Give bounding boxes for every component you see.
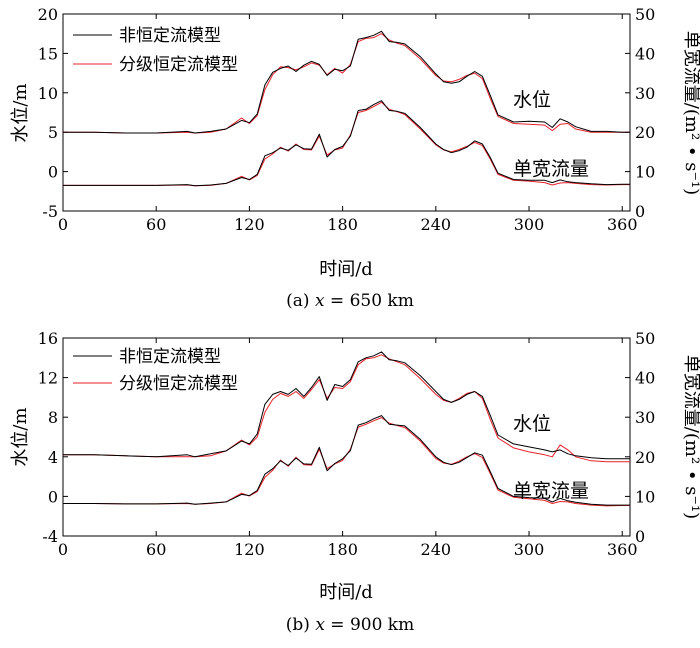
y-tick-label-left: 5 bbox=[48, 123, 58, 142]
y-tick-label-right: 20 bbox=[635, 123, 655, 142]
y-tick-label-right: 50 bbox=[635, 329, 655, 348]
legend: 非恒定流模型 分级恒定流模型 bbox=[73, 347, 238, 394]
y-tick-label-right: 0 bbox=[635, 527, 645, 546]
series-group bbox=[63, 30, 630, 187]
panel-caption-a: (a) x = 650 km bbox=[286, 291, 414, 311]
y-tick-label-left: 10 bbox=[38, 84, 58, 103]
x-tick-label: 120 bbox=[234, 215, 265, 234]
caption-variable: x bbox=[315, 615, 325, 635]
y-ticks-left: 20 15 10 5 0 -5 bbox=[38, 5, 68, 221]
legend-label-graded: 分级恒定流模型 bbox=[119, 55, 238, 75]
x-tick-label: 180 bbox=[327, 215, 358, 234]
x-tick-label: 240 bbox=[421, 540, 452, 559]
series-unsteady-water-level bbox=[63, 351, 630, 460]
y-axis-label-left: 水位/m bbox=[10, 83, 31, 142]
panel-caption-b: (b) x = 900 km bbox=[286, 615, 414, 635]
x-tick-label: 180 bbox=[327, 540, 358, 559]
y-axis-label-right: 单宽流量/(m² • s⁻¹) bbox=[681, 31, 700, 195]
y-tick-label-left: 0 bbox=[48, 163, 58, 182]
y-tick-label-right: 10 bbox=[635, 487, 655, 506]
y-tick-label-left: -5 bbox=[42, 202, 58, 221]
annotation-unit-discharge: 单宽流量 bbox=[513, 158, 589, 180]
y-tick-label-left: 15 bbox=[38, 44, 58, 63]
y-tick-label-right: 30 bbox=[635, 408, 655, 427]
x-tick-label: 60 bbox=[146, 540, 166, 559]
y-tick-label-left: 4 bbox=[48, 448, 58, 467]
caption-prefix: (a) bbox=[286, 291, 315, 311]
y-tick-label-right: 40 bbox=[635, 44, 655, 63]
series-unsteady-unit-discharge bbox=[63, 415, 630, 506]
x-tick-label: 300 bbox=[514, 215, 545, 234]
x-tick-label: 0 bbox=[58, 540, 68, 559]
y-ticks-right: 50 40 30 20 10 0 bbox=[625, 5, 655, 221]
y-tick-label-right: 10 bbox=[635, 163, 655, 182]
legend-label-graded: 分级恒定流模型 bbox=[119, 374, 238, 394]
y-ticks-left: 16 12 8 4 0 -4 bbox=[38, 329, 68, 546]
series-graded-water-level bbox=[63, 354, 630, 463]
x-tick-label: 0 bbox=[58, 215, 68, 234]
y-tick-label-left: 20 bbox=[38, 5, 58, 24]
y-tick-label-right: 40 bbox=[635, 369, 655, 388]
y-tick-label-right: 0 bbox=[635, 202, 645, 221]
x-tick-label: 240 bbox=[421, 215, 452, 234]
x-tick-label: 360 bbox=[607, 215, 638, 234]
y-ticks-right: 50 40 30 20 10 0 bbox=[625, 329, 655, 546]
y-tick-label-right: 50 bbox=[635, 5, 655, 24]
caption-value: = 900 km bbox=[325, 615, 414, 635]
x-tick-label: 360 bbox=[607, 540, 638, 559]
plot-frame bbox=[62, 13, 631, 212]
y-tick-label-right: 20 bbox=[635, 448, 655, 467]
y-tick-label-left: 8 bbox=[48, 408, 58, 427]
x-tick-label: 300 bbox=[514, 540, 545, 559]
annotation-unit-discharge: 单宽流量 bbox=[513, 480, 589, 502]
legend-label-unsteady: 非恒定流模型 bbox=[119, 26, 221, 46]
series-unsteady-water-level bbox=[63, 30, 630, 134]
y-tick-label-left: 12 bbox=[38, 369, 58, 388]
x-ticks: 0 60 120 180 240 300 360 bbox=[58, 338, 638, 559]
series-group bbox=[63, 351, 630, 507]
x-tick-label: 120 bbox=[234, 540, 265, 559]
y-axis-label-right: 单宽流量/(m² • s⁻¹) bbox=[681, 355, 700, 519]
annotation-water-level: 水位 bbox=[513, 89, 551, 111]
series-unsteady-unit-discharge bbox=[63, 100, 630, 187]
caption-value: = 650 km bbox=[325, 291, 414, 311]
y-tick-label-left: 16 bbox=[38, 329, 58, 348]
series-graded-unit-discharge bbox=[63, 417, 630, 507]
x-tick-label: 60 bbox=[146, 215, 166, 234]
legend-label-unsteady: 非恒定流模型 bbox=[119, 347, 221, 367]
y-tick-label-left: 0 bbox=[48, 487, 58, 506]
annotation-water-level: 水位 bbox=[513, 413, 551, 435]
x-axis-label: 时间/d bbox=[319, 259, 373, 280]
legend: 非恒定流模型 分级恒定流模型 bbox=[73, 26, 238, 75]
x-axis-label: 时间/d bbox=[319, 582, 373, 603]
y-tick-label-right: 30 bbox=[635, 84, 655, 103]
caption-variable: x bbox=[315, 291, 325, 311]
plot-frame bbox=[62, 337, 631, 537]
caption-prefix: (b) bbox=[286, 615, 316, 635]
x-ticks: 0 60 120 180 240 300 360 bbox=[58, 14, 638, 234]
y-tick-label-left: -4 bbox=[42, 527, 58, 546]
series-graded-unit-discharge bbox=[63, 101, 630, 187]
y-axis-label-left: 水位/m bbox=[10, 407, 31, 466]
series-graded-water-level bbox=[63, 33, 630, 134]
